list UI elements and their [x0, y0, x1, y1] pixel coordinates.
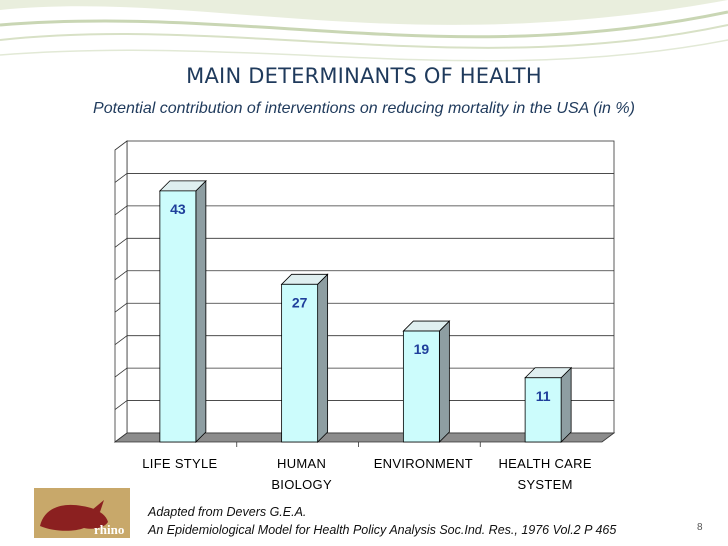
rhino-logo: rhino [34, 488, 130, 538]
bar-side [560, 366, 572, 443]
gridline-side [114, 400, 128, 410]
bar [159, 190, 197, 443]
gridline-side [114, 302, 128, 313]
gridline-side [114, 238, 128, 248]
data-label: 19 [414, 341, 430, 357]
data-label: 27 [292, 294, 308, 310]
background-swoosh [0, 0, 728, 62]
bar-side [317, 273, 329, 443]
gridline-side [114, 205, 128, 216]
bar [281, 283, 319, 443]
citation-line-2: An Epidemiological Model for Health Poli… [148, 523, 617, 537]
page-number: 8 [697, 522, 703, 533]
bar [524, 377, 562, 443]
data-label: 11 [536, 388, 551, 404]
gridline-side [114, 270, 128, 281]
bar-side [195, 179, 207, 443]
x-tick-label: BIOLOGY [271, 477, 332, 492]
svg-text:rhino: rhino [94, 522, 124, 537]
bar [402, 330, 440, 443]
data-label: 43 [170, 201, 186, 217]
x-tick-label: HUMAN [277, 456, 326, 471]
gridline-side [114, 173, 128, 183]
citation: Adapted from Devers G.E.A. An Epidemiolo… [148, 503, 616, 539]
page-subtitle: Potential contribution of interventions … [93, 100, 635, 117]
gridline-side [114, 367, 128, 378]
plot-side-wall [114, 140, 128, 443]
gridline-side [114, 335, 128, 345]
x-tick-label: LIFE STYLE [142, 456, 217, 471]
page-title: MAIN DETERMINANTS OF HEALTH [186, 64, 542, 88]
x-tick-label: ENVIRONMENT [374, 456, 473, 471]
bar-side [438, 320, 450, 443]
citation-line-1: Adapted from Devers G.E.A. [148, 505, 307, 519]
plot-floor [113, 432, 616, 443]
x-tick-label: HEALTH CARE [498, 456, 591, 471]
x-tick-label: SYSTEM [517, 477, 572, 492]
